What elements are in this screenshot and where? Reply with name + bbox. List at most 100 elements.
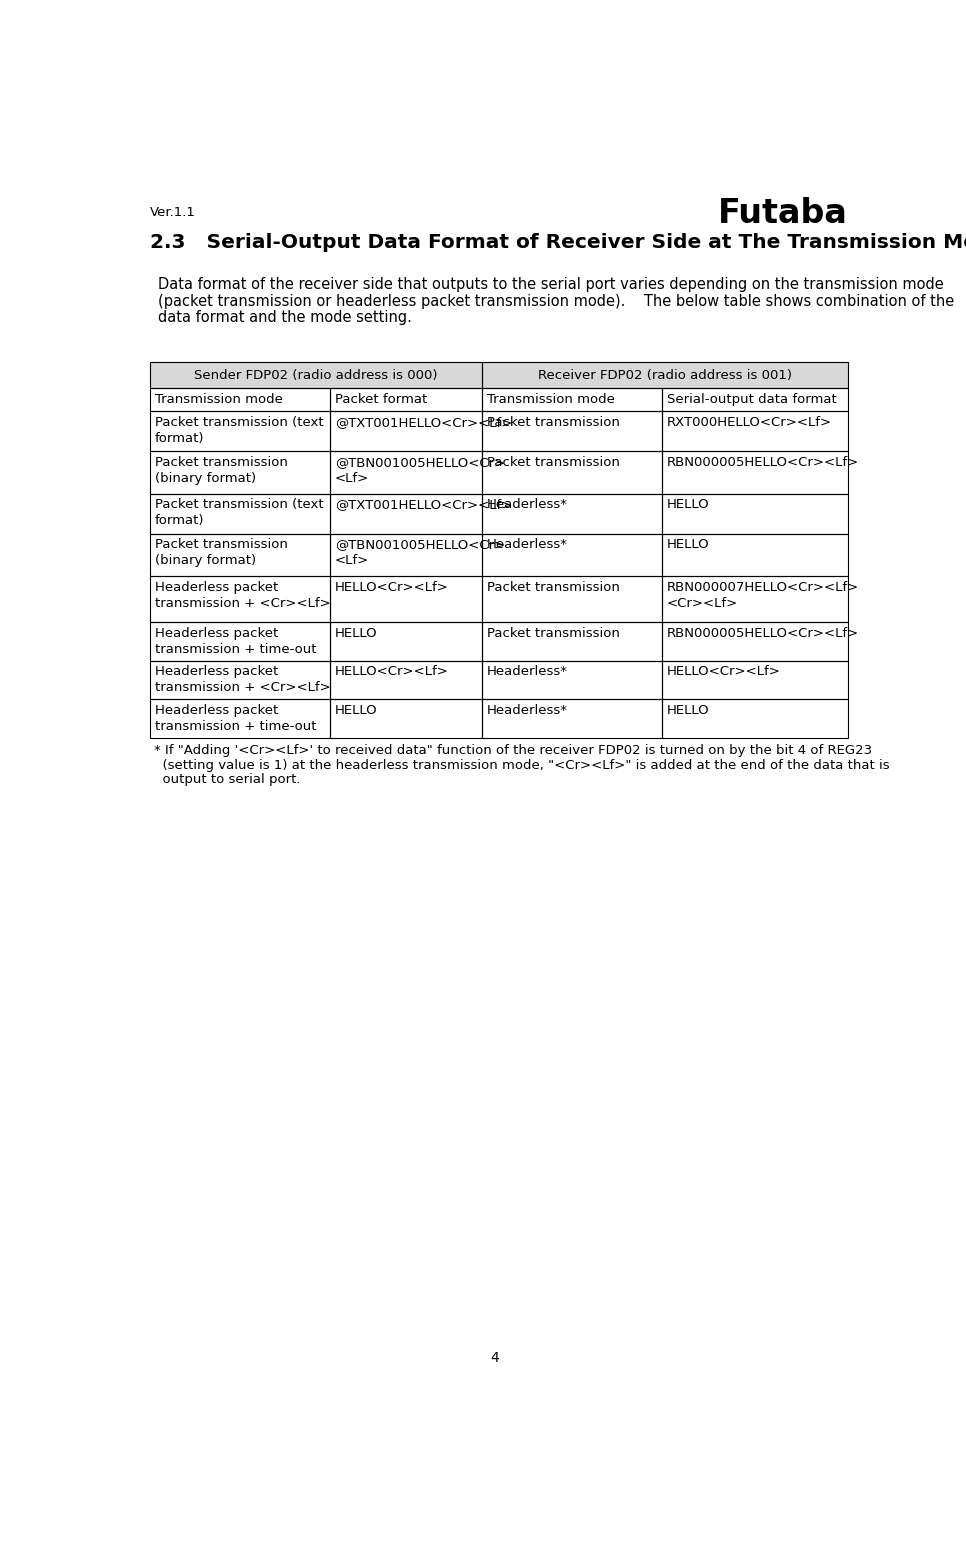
Text: @TBN001005HELLO<Cr>
<Lf>: @TBN001005HELLO<Cr> <Lf>	[335, 538, 505, 567]
Bar	[150, 622, 330, 660]
Text: @TBN001005HELLO<Cr>
<Lf>: @TBN001005HELLO<Cr> <Lf>	[335, 455, 505, 485]
Bar	[662, 577, 848, 622]
Bar	[330, 412, 482, 451]
Text: Packet transmission: Packet transmission	[487, 416, 620, 429]
Bar	[662, 699, 848, 738]
Bar	[482, 412, 662, 451]
Bar	[330, 494, 482, 533]
Text: RXT000HELLO<Cr><Lf>: RXT000HELLO<Cr><Lf>	[667, 416, 832, 429]
Text: Futaba: Futaba	[718, 197, 848, 230]
Bar	[662, 388, 848, 412]
Bar	[662, 533, 848, 577]
Text: Serial-output data format: Serial-output data format	[667, 393, 837, 406]
Bar	[662, 494, 848, 533]
Bar	[330, 699, 482, 738]
Text: Headerless*: Headerless*	[487, 704, 568, 716]
Bar	[330, 388, 482, 412]
Bar	[482, 451, 662, 494]
Bar	[330, 412, 482, 451]
Text: RBN000005HELLO<Cr><Lf>: RBN000005HELLO<Cr><Lf>	[667, 455, 859, 469]
Text: Transmission mode: Transmission mode	[155, 393, 283, 406]
Text: HELLO: HELLO	[335, 704, 378, 716]
Text: (setting value is 1) at the headerless transmission mode, "<Cr><Lf>" is added at: (setting value is 1) at the headerless t…	[154, 758, 890, 772]
Text: Receiver FDP02 (radio address is 001): Receiver FDP02 (radio address is 001)	[538, 368, 792, 382]
Bar	[482, 577, 662, 622]
Text: Headerless packet
transmission + time-out: Headerless packet transmission + time-ou…	[155, 704, 316, 733]
Bar	[150, 533, 330, 577]
Text: Packet transmission
(binary format): Packet transmission (binary format)	[155, 538, 288, 567]
Text: HELLO: HELLO	[667, 499, 709, 511]
Bar	[150, 494, 330, 533]
Bar	[150, 660, 330, 699]
Text: Packet transmission: Packet transmission	[487, 581, 620, 594]
Bar	[150, 412, 330, 451]
Bar	[150, 699, 330, 738]
Bar	[330, 660, 482, 699]
Bar	[662, 577, 848, 622]
Bar	[150, 533, 330, 577]
Text: data format and the mode setting.: data format and the mode setting.	[158, 309, 412, 325]
Text: Headerless packet
transmission + <Cr><Lf>: Headerless packet transmission + <Cr><Lf…	[155, 581, 330, 609]
Bar	[150, 412, 330, 451]
Bar	[330, 533, 482, 577]
Text: Packet transmission
(binary format): Packet transmission (binary format)	[155, 455, 288, 485]
Text: Packet transmission (text
format): Packet transmission (text format)	[155, 416, 324, 444]
Bar	[662, 660, 848, 699]
Text: * If "Adding '<Cr><Lf>' to received data" function of the receiver FDP02 is turn: * If "Adding '<Cr><Lf>' to received data…	[154, 744, 872, 757]
Bar	[482, 388, 662, 412]
Text: 4: 4	[491, 1350, 499, 1364]
Text: Headerless packet
transmission + time-out: Headerless packet transmission + time-ou…	[155, 626, 316, 656]
Bar	[662, 388, 848, 412]
Bar	[330, 622, 482, 660]
Bar	[150, 494, 330, 533]
Text: Headerless*: Headerless*	[487, 499, 568, 511]
Bar	[482, 451, 662, 494]
Bar	[150, 362, 482, 388]
Text: Headerless packet
transmission + <Cr><Lf>: Headerless packet transmission + <Cr><Lf…	[155, 665, 330, 695]
Bar	[150, 451, 330, 494]
Bar	[150, 577, 330, 622]
Bar	[330, 451, 482, 494]
Bar	[150, 388, 330, 412]
Text: HELLO: HELLO	[667, 538, 709, 552]
Bar	[662, 660, 848, 699]
Text: Transmission mode: Transmission mode	[487, 393, 614, 406]
Bar	[330, 699, 482, 738]
Text: HELLO<Cr><Lf>: HELLO<Cr><Lf>	[335, 665, 448, 679]
Text: Ver.1.1: Ver.1.1	[150, 207, 196, 219]
Bar	[482, 699, 662, 738]
Bar	[482, 622, 662, 660]
Text: @TXT001HELLO<Cr><Lf>: @TXT001HELLO<Cr><Lf>	[335, 499, 512, 511]
Bar	[482, 699, 662, 738]
Text: Headerless*: Headerless*	[487, 665, 568, 679]
Bar	[482, 362, 848, 388]
Bar	[662, 494, 848, 533]
Text: Sender FDP02 (radio address is 000): Sender FDP02 (radio address is 000)	[194, 368, 438, 382]
Text: (packet transmission or headerless packet transmission mode).    The below table: (packet transmission or headerless packe…	[158, 294, 954, 309]
Text: Packet transmission (text
format): Packet transmission (text format)	[155, 499, 324, 527]
Text: Headerless*: Headerless*	[487, 538, 568, 552]
Bar	[662, 451, 848, 494]
Text: Packet format: Packet format	[335, 393, 427, 406]
Bar	[482, 533, 662, 577]
Bar	[150, 660, 330, 699]
Bar	[150, 362, 482, 388]
Bar	[482, 622, 662, 660]
Bar	[662, 451, 848, 494]
Text: 2.3   Serial-Output Data Format of Receiver Side at The Transmission Mode: 2.3 Serial-Output Data Format of Receive…	[150, 233, 966, 252]
Bar	[482, 533, 662, 577]
Text: Data format of the receiver side that outputs to the serial port varies dependin: Data format of the receiver side that ou…	[158, 277, 944, 292]
Bar	[150, 388, 330, 412]
Bar	[662, 622, 848, 660]
Text: output to serial port.: output to serial port.	[154, 774, 300, 786]
Bar	[482, 660, 662, 699]
Bar	[150, 451, 330, 494]
Bar	[330, 660, 482, 699]
Bar	[662, 533, 848, 577]
Text: HELLO: HELLO	[335, 626, 378, 640]
Bar	[662, 622, 848, 660]
Bar	[482, 362, 848, 388]
Bar	[150, 622, 330, 660]
Bar	[662, 699, 848, 738]
Text: HELLO<Cr><Lf>: HELLO<Cr><Lf>	[335, 581, 448, 594]
